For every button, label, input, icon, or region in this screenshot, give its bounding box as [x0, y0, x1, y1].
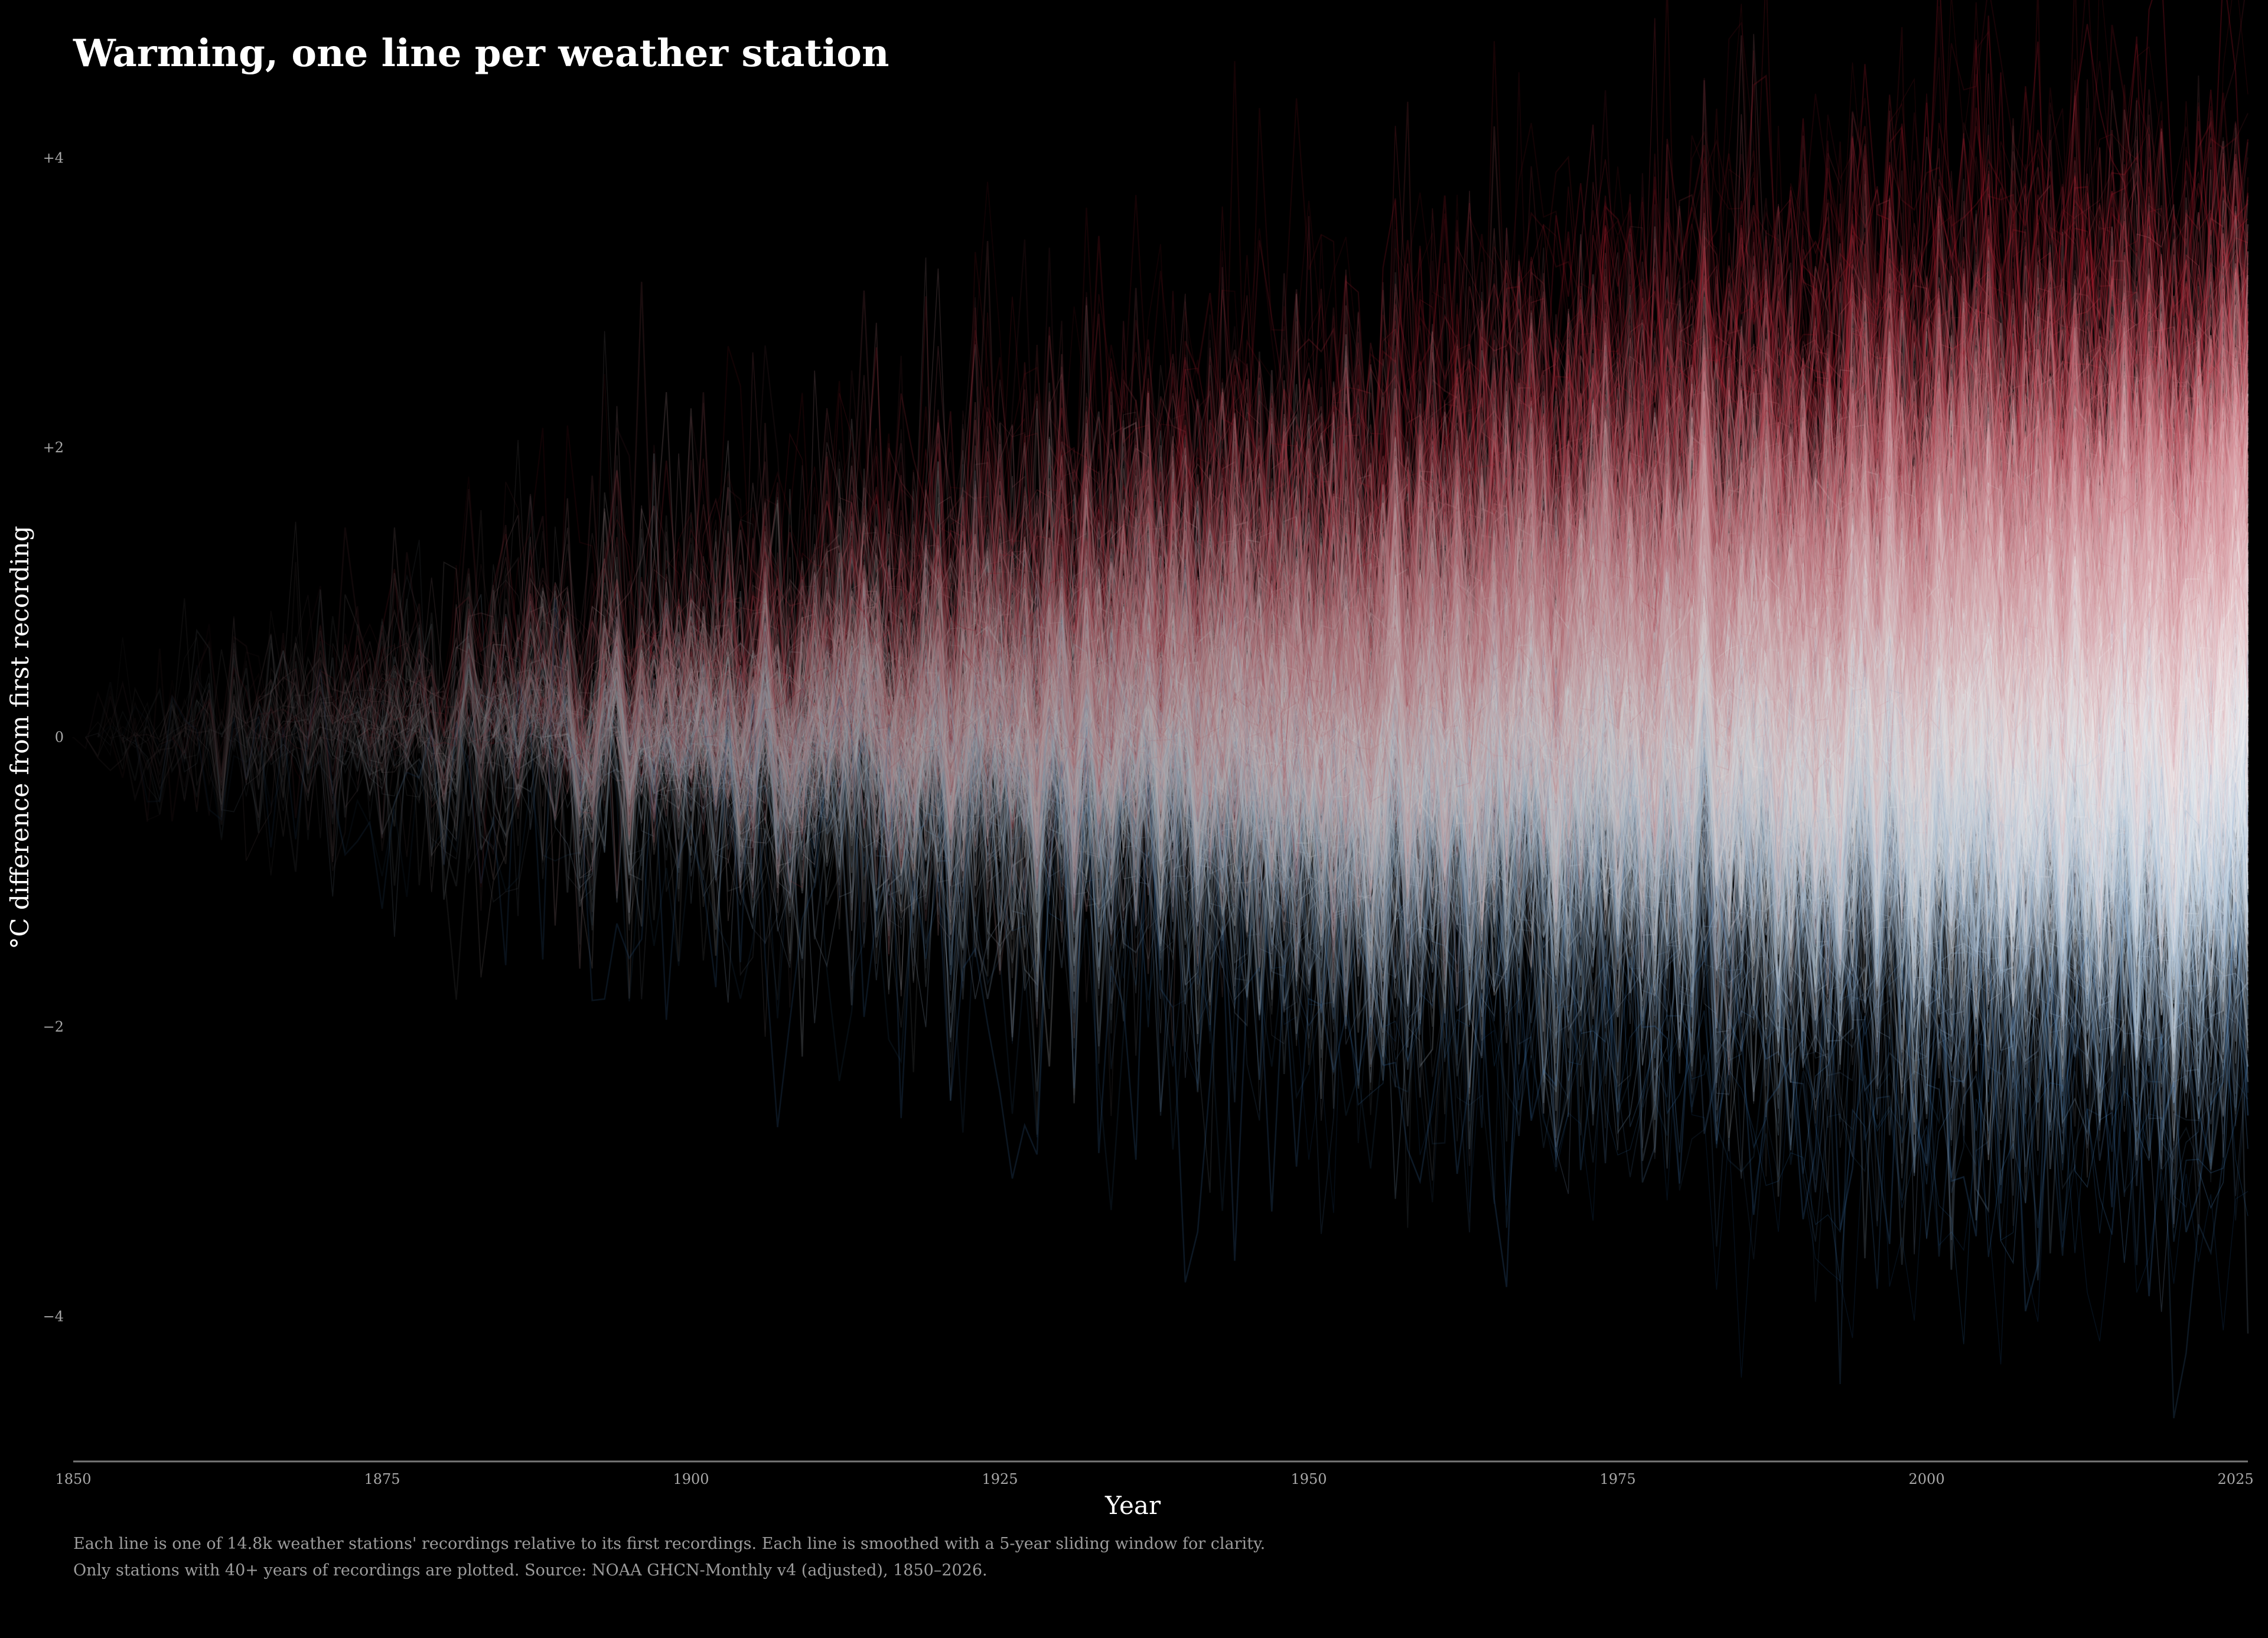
sparse-region-shade	[73, 13, 2248, 1461]
x-tick-label: 1875	[364, 1471, 400, 1487]
x-tick-label: 1950	[1291, 1471, 1327, 1487]
chart-title: Warming, one line per weather station	[73, 31, 889, 76]
x-axis-ticks: 1850 1875 1900 1925 1950 1975 2000 2025	[55, 1471, 2253, 1487]
x-tick-label: 1975	[1600, 1471, 1636, 1487]
y-tick-label: −4	[43, 1309, 64, 1325]
caption-line-1: Each line is one of 14.8k weather statio…	[73, 1535, 1265, 1553]
x-tick-label: 1850	[55, 1471, 91, 1487]
station-lines	[73, 0, 2249, 1461]
y-axis-label: °C difference from first recording	[5, 526, 34, 949]
x-tick-label: 1925	[982, 1471, 1018, 1487]
x-tick-label: 2000	[1909, 1471, 1945, 1487]
x-tick-label: 2025	[2218, 1471, 2254, 1487]
y-axis-ticks: +4 +2 0 −2 −4	[43, 149, 64, 1324]
y-tick-label: −2	[43, 1019, 64, 1035]
caption-line-2: Only stations with 40+ years of recordin…	[73, 1561, 988, 1580]
x-tick-label: 1900	[673, 1471, 709, 1487]
x-axis-label: Year	[1104, 1491, 1161, 1520]
y-tick-label: +2	[43, 439, 64, 456]
y-tick-label: 0	[55, 729, 64, 746]
y-tick-label: +4	[43, 149, 64, 166]
